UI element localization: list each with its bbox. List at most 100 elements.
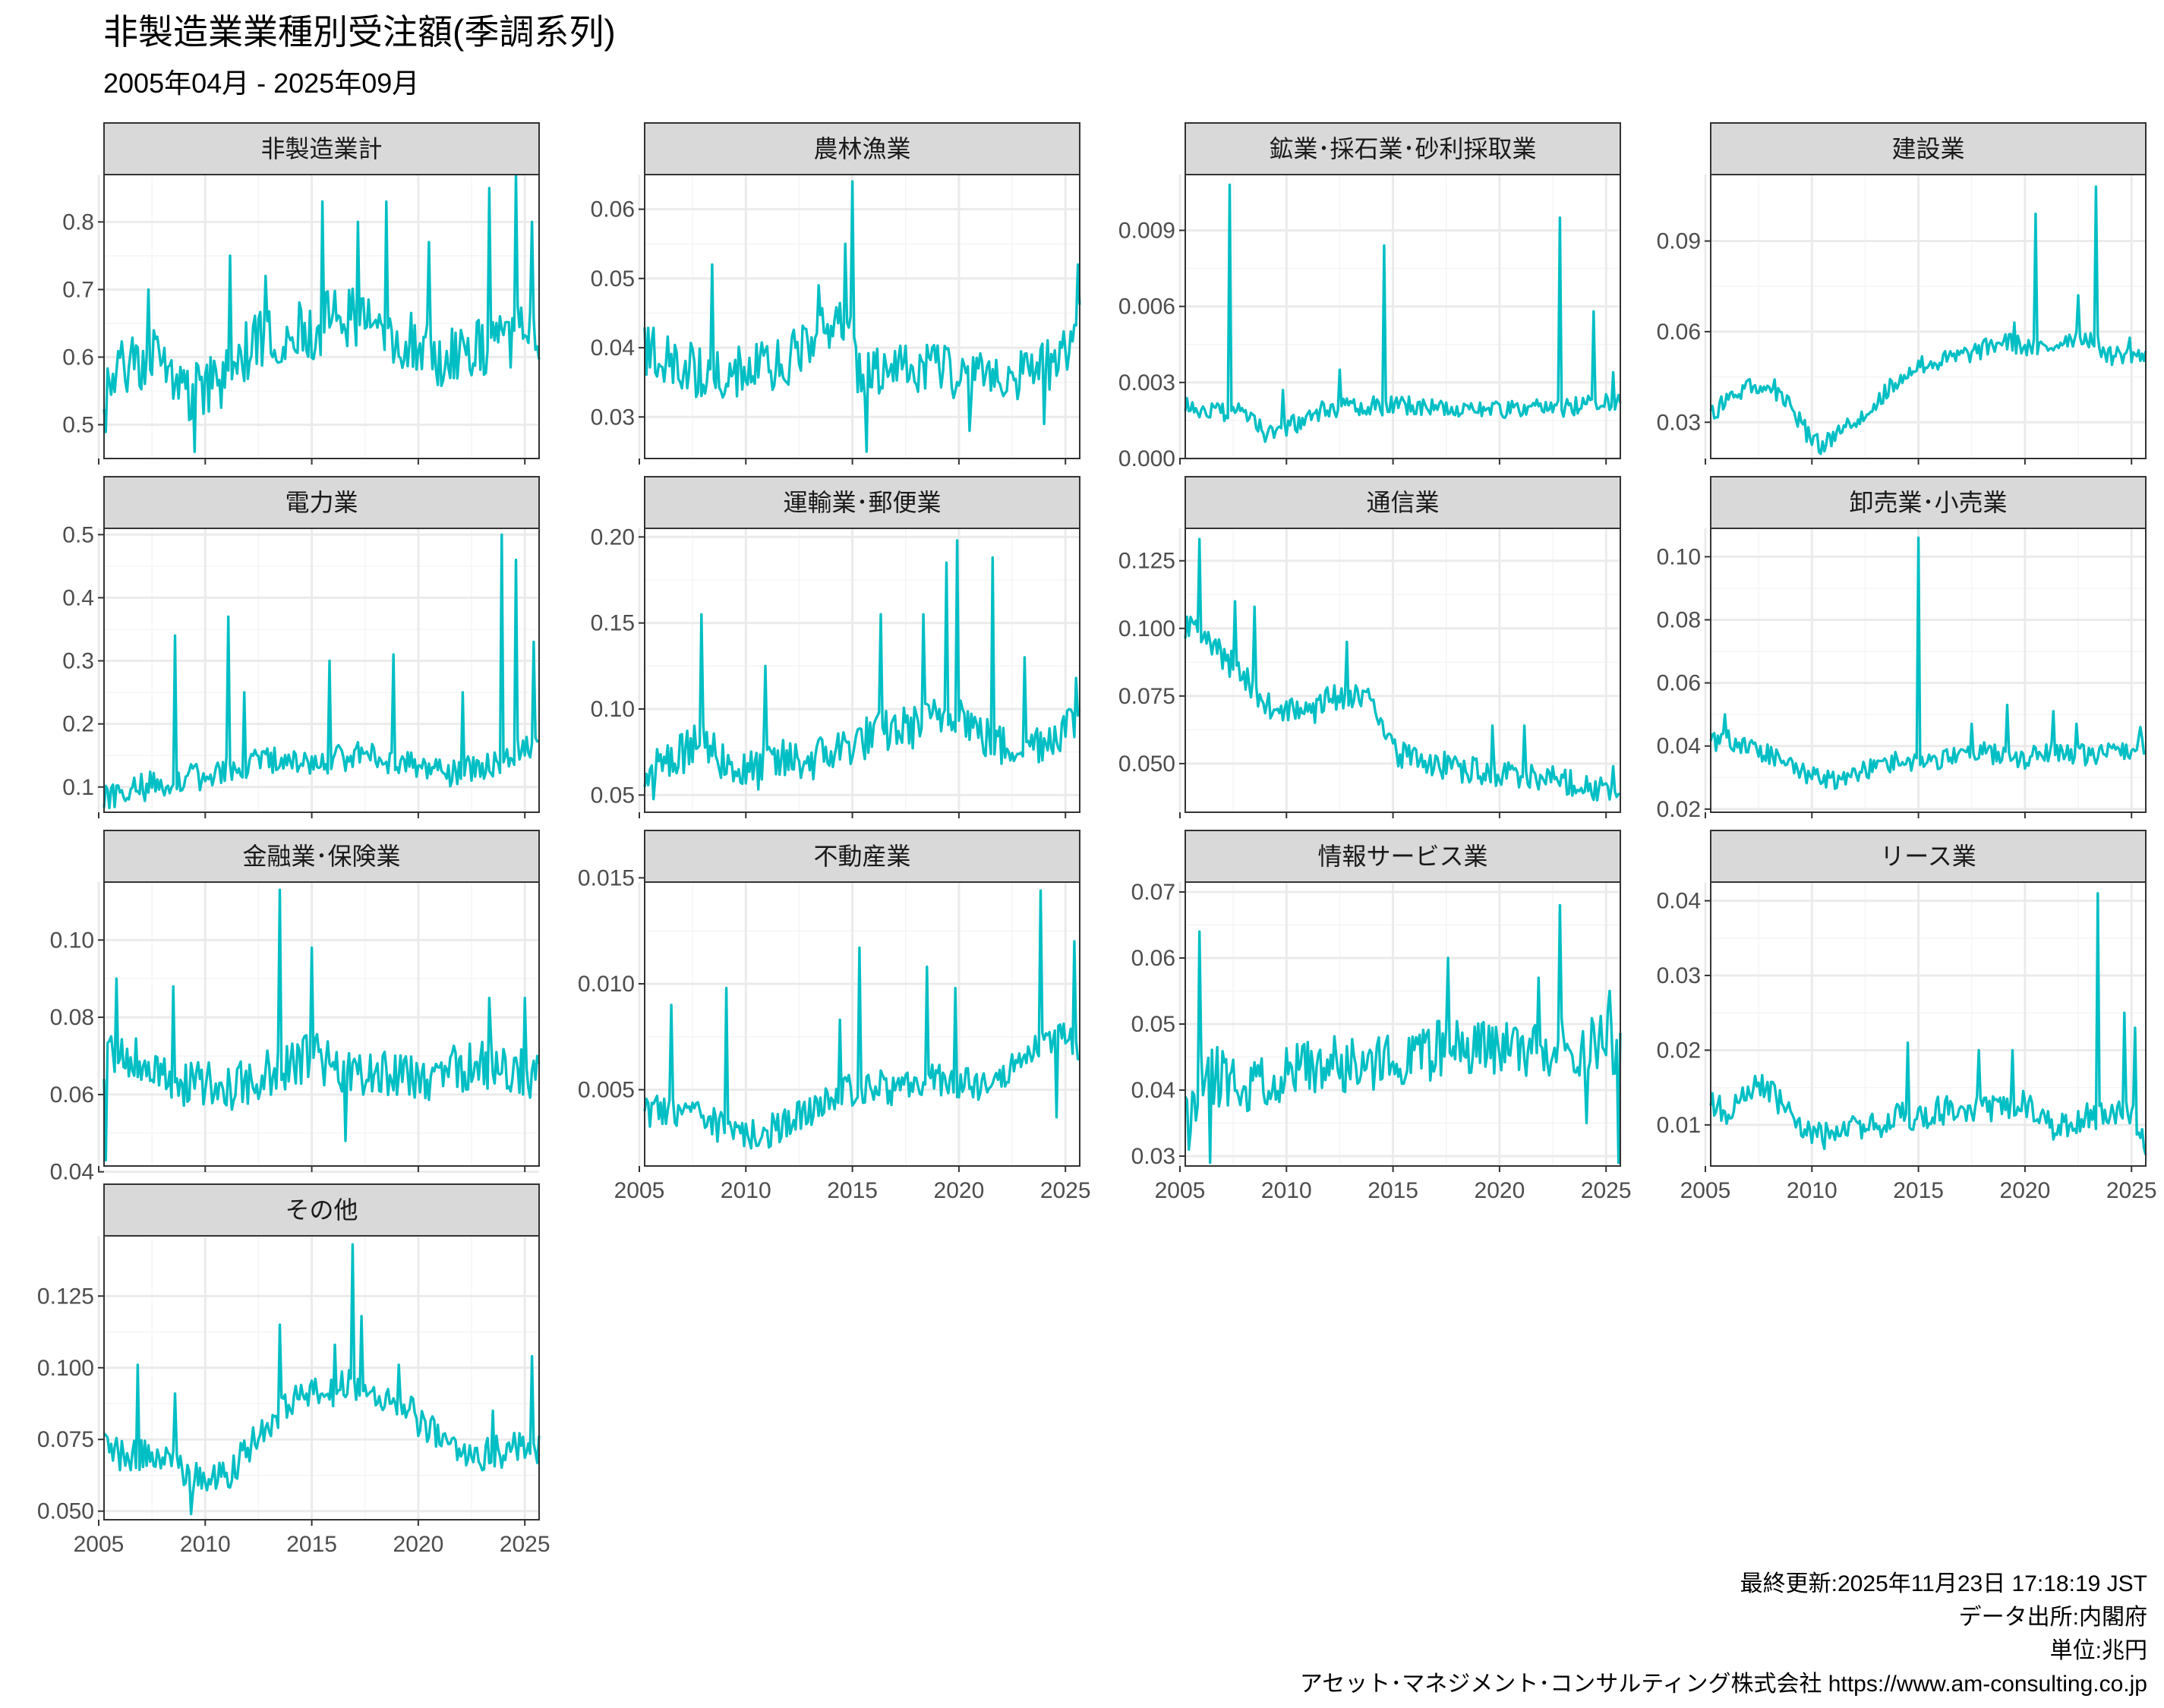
y-tick-label: 0.05: [591, 783, 635, 808]
y-tick-label: 0.04: [50, 1160, 94, 1185]
panel-10: 不動産業 0.005 0.010 0.015 2005 2010 2015 2020 2025: [578, 830, 1091, 1203]
y-tick-label: 0.5: [62, 412, 94, 437]
y-tick-label: 0.02: [1657, 1038, 1701, 1063]
panel-5: 電力業 0.1 0.2 0.3 0.4 0.5: [62, 476, 540, 818]
x-tick-label: 2010: [1787, 1178, 1838, 1203]
x-tick-label: 2010: [721, 1178, 771, 1203]
y-tick-label: 0.04: [1131, 1078, 1175, 1103]
y-tick-label: 0.06: [1657, 671, 1701, 696]
x-tick-label: 2010: [180, 1532, 231, 1557]
plot-background: [1711, 175, 2146, 459]
x-tick-label: 2015: [286, 1532, 337, 1557]
y-tick-label: 0.3: [62, 649, 94, 674]
y-tick-label: 0.06: [1657, 320, 1701, 345]
panel-13: その他 0.050 0.075 0.100 0.125 2005 2010 2015 2020 2…: [37, 1183, 550, 1557]
caption-company: アセット･マネジメント･コンサルティング株式会社 https://www.am-…: [1300, 1672, 2147, 1697]
caption-source: データ出所:内閣府: [1959, 1605, 2147, 1630]
y-tick-label: 0.015: [578, 865, 635, 890]
strip-label: 卸売業･小売業: [1849, 489, 2007, 516]
strip-label: 運輸業･郵便業: [783, 489, 941, 516]
y-tick-label: 0.03: [1131, 1144, 1175, 1169]
strip-label: 非製造業計: [260, 135, 382, 162]
series-line: [643, 180, 1081, 453]
y-tick-label: 0.100: [37, 1356, 94, 1381]
y-tick-label: 0.125: [37, 1284, 94, 1309]
strip-label: 金融業･保険業: [242, 843, 400, 870]
panel-8: 卸売業･小売業 0.02 0.04 0.06 0.08 0.10: [1657, 476, 2147, 822]
plot-background: [1185, 528, 1620, 812]
x-tick-label: 2005: [74, 1532, 125, 1557]
y-tick-label: 0.06: [50, 1082, 94, 1108]
y-tick-label: 0.050: [1118, 752, 1175, 777]
x-tick-label: 2005: [1680, 1178, 1731, 1203]
y-tick-label: 0.02: [1657, 797, 1701, 822]
y-tick-label: 0.04: [591, 336, 635, 361]
series-line: [1709, 892, 2147, 1155]
x-tick-label: 2020: [934, 1178, 985, 1203]
series-line: [1184, 537, 1621, 802]
x-tick-label: 2020: [1475, 1178, 1525, 1203]
y-tick-label: 0.03: [591, 405, 635, 430]
strip-background: [1185, 830, 1621, 883]
plot-background: [645, 528, 1080, 812]
x-tick-label: 2025: [1581, 1178, 1632, 1203]
panel-9: 金融業･保険業 0.04 0.06 0.08 0.10: [50, 830, 541, 1185]
series-line: [103, 533, 540, 810]
y-tick-label: 0.075: [37, 1427, 94, 1452]
strip-background: [1185, 476, 1621, 529]
strip-background: [644, 476, 1080, 529]
caption-unit: 単位:兆円: [2050, 1638, 2147, 1663]
y-tick-label: 0.005: [578, 1078, 635, 1103]
y-tick-label: 0.05: [591, 266, 635, 291]
series-line: [643, 539, 1081, 801]
plot-background: [1711, 882, 2146, 1166]
strip-background: [103, 476, 540, 529]
strip-label: 電力業: [285, 489, 358, 516]
y-tick-label: 0.125: [1118, 549, 1175, 574]
x-tick-label: 2020: [2000, 1178, 2051, 1203]
strip-background: [103, 1183, 540, 1237]
strip-background: [103, 830, 540, 883]
y-tick-label: 0.1: [62, 775, 94, 800]
plot-background: [104, 1236, 539, 1520]
y-tick-label: 0.075: [1118, 684, 1175, 709]
y-tick-label: 0.4: [62, 585, 94, 610]
strip-label: 通信業: [1366, 489, 1439, 516]
y-tick-label: 0.04: [1657, 734, 1701, 759]
y-tick-label: 0.08: [50, 1005, 94, 1030]
strip-label: 不動産業: [813, 843, 910, 870]
strip-background: [1710, 476, 2147, 529]
y-tick-label: 0.05: [1131, 1012, 1175, 1037]
panel-2: 農林漁業 0.03 0.04 0.05 0.06: [591, 122, 1081, 465]
y-tick-label: 0.06: [1131, 946, 1175, 971]
y-tick-label: 0.04: [1657, 889, 1701, 914]
strip-label: 農林漁業: [813, 135, 910, 162]
y-tick-label: 0.09: [1657, 229, 1701, 254]
y-tick-label: 0.03: [1657, 410, 1701, 435]
panel-6: 運輸業･郵便業 0.05 0.10 0.15 0.20: [591, 476, 1081, 818]
series-line: [103, 888, 541, 1162]
y-tick-label: 0.10: [1657, 544, 1701, 569]
strip-background: [644, 830, 1080, 883]
y-tick-label: 0.8: [62, 210, 94, 235]
series-line: [643, 889, 1080, 1150]
plot-background: [645, 175, 1080, 459]
y-tick-label: 0.06: [591, 197, 635, 222]
strip-background: [1185, 122, 1621, 175]
strip-label: リース業: [1880, 843, 1976, 870]
x-tick-label: 2015: [1893, 1178, 1944, 1203]
x-tick-label: 2015: [1367, 1178, 1418, 1203]
panel-11: 情報サービス業 0.03 0.04 0.05 0.06 0.07 2005 2010 2015 2…: [1131, 830, 1632, 1203]
y-tick-label: 0.7: [62, 277, 94, 302]
plot-background: [1711, 528, 2146, 812]
chart-subtitle: 2005年04月 - 2025年09月: [103, 68, 419, 99]
chart-title: 非製造業業種別受注額(季調系列): [103, 12, 616, 52]
strip-label: 情報サービス業: [1317, 843, 1487, 870]
x-tick-label: 2015: [827, 1178, 878, 1203]
strip-label: 鉱業･採石業･砂利採取業: [1269, 135, 1536, 162]
x-tick-label: 2010: [1261, 1178, 1312, 1203]
y-tick-label: 0.010: [578, 972, 635, 997]
strip-label: 建設業: [1891, 135, 1964, 162]
y-tick-label: 0.050: [37, 1499, 94, 1524]
